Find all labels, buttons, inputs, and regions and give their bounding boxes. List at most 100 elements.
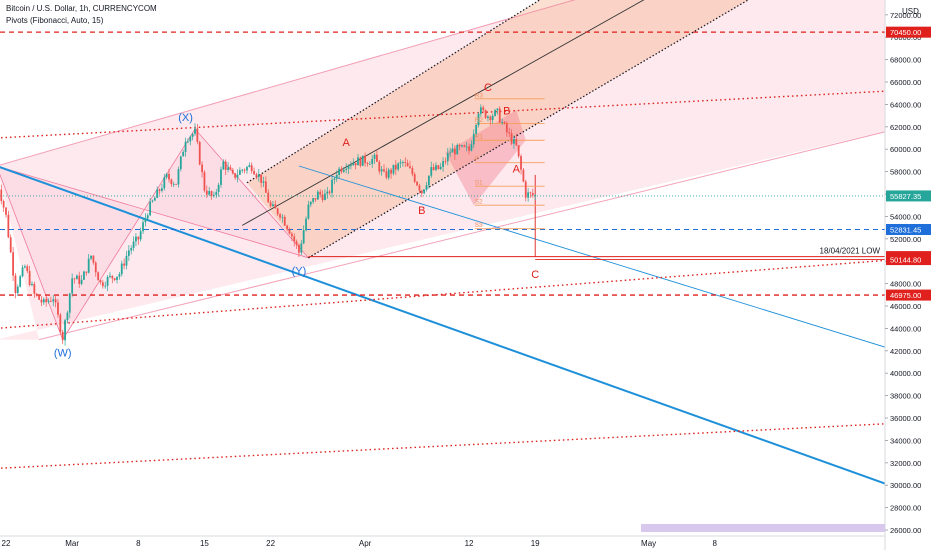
xtick-label-4: 22: [266, 539, 275, 548]
candle-body-143: [333, 178, 336, 180]
pivot-label-p: P: [475, 156, 479, 163]
candle-body-162: [378, 161, 381, 172]
candle-body-26: [57, 302, 59, 315]
candle-body-74: [170, 179, 173, 185]
price-tag-label-4: 50144.80: [890, 256, 921, 265]
ytick-label-8: 42000.00: [890, 347, 921, 356]
candle-body-142: [331, 179, 333, 193]
wave-label-red-3: B: [503, 105, 510, 117]
candle-body-49: [111, 275, 114, 279]
candle-body-137: [319, 191, 322, 195]
ytick-label-7: 40000.00: [890, 369, 921, 378]
candle-body-132: [307, 204, 310, 219]
candle-body-141: [328, 191, 331, 193]
ytick-label-5: 36000.00: [890, 414, 921, 423]
annotation-label: 18/04/2021 LOW: [820, 247, 881, 256]
candle-body-200: [468, 146, 470, 151]
candle-body-117: [272, 204, 274, 207]
orange-channel-fill: [247, 0, 749, 258]
candle-body-190: [444, 161, 447, 162]
candle-body-119: [276, 208, 279, 215]
candle-body-106: [246, 166, 248, 171]
candle-body-126: [293, 236, 296, 242]
candle-body-25: [54, 299, 57, 303]
wave-label-red-5: C: [531, 269, 539, 281]
candle-body-60: [137, 236, 140, 240]
candle-body-149: [347, 165, 350, 169]
candle-body-170: [397, 163, 400, 170]
abc-zone-fill: [445, 110, 526, 206]
xtick-label-1: Mar: [65, 539, 79, 548]
candle-body-146: [340, 168, 343, 172]
candle-body-64: [146, 215, 149, 219]
candle-body-216: [505, 123, 508, 133]
candle-body-103: [238, 170, 241, 175]
candle-body-48: [109, 275, 111, 277]
price-axis-bg: [885, 0, 932, 550]
candle-body-58: [132, 241, 135, 249]
ytick-label-11: 48000.00: [890, 280, 921, 289]
xtick-label-5: Apr: [359, 539, 372, 548]
candle-body-157: [366, 163, 369, 164]
candle-body-198: [463, 145, 466, 147]
candle-body-194: [453, 148, 456, 155]
candle-body-31: [68, 293, 71, 313]
candle-body-91: [210, 191, 213, 196]
candle-body-138: [321, 194, 324, 200]
ytick-label-22: 70000.00: [890, 33, 921, 42]
xtick-label-7: 19: [531, 539, 540, 548]
candle-body-161: [376, 154, 378, 162]
candle-body-145: [338, 168, 341, 175]
candle-body-84: [194, 128, 196, 134]
candle-body-139: [324, 193, 326, 200]
candle-body-108: [250, 165, 253, 172]
candle-body-175: [409, 166, 411, 169]
candle-body-124: [288, 229, 291, 234]
candle-body-12: [24, 266, 26, 268]
candle-body-77: [177, 169, 180, 185]
candle-body-57: [130, 248, 133, 251]
pivot-label-r3: R3: [475, 92, 484, 99]
pivot-label-s2: S2: [475, 199, 483, 206]
candle-body-78: [179, 156, 182, 170]
candle-body-100: [231, 169, 234, 174]
candle-body-164: [383, 169, 385, 172]
ytick-label-0: 26000.00: [890, 526, 921, 535]
candle-body-68: [156, 189, 159, 198]
candle-body-214: [501, 122, 504, 123]
xtick-label-8: May: [641, 539, 656, 548]
pivot-label-r1: R1: [475, 134, 484, 141]
outer-channel-top: [0, 0, 576, 166]
candle-body-187: [437, 165, 440, 169]
candle-body-88: [203, 172, 206, 191]
wave-label-red-0: A: [343, 137, 351, 149]
candle-body-203: [475, 125, 478, 134]
candle-body-76: [175, 183, 177, 185]
candle-body-172: [402, 162, 404, 163]
xtick-label-9: 8: [713, 539, 718, 548]
candle-body-92: [213, 194, 215, 196]
candle-body-140: [326, 191, 329, 194]
candle-body-131: [305, 218, 307, 231]
candle-body-166: [387, 169, 390, 178]
candle-body-125: [290, 233, 293, 237]
candle-body-50: [113, 278, 116, 280]
candle-body-188: [439, 166, 442, 169]
candle-body-79: [182, 151, 185, 157]
wave-label-blue-2: (Y): [292, 266, 307, 278]
xtick-label-0: 22: [2, 539, 11, 548]
candle-body-122: [283, 216, 286, 226]
candle-body-38: [85, 271, 88, 273]
candle-body-199: [465, 146, 468, 148]
orange-channel-median: [242, 0, 645, 226]
candle-body-183: [427, 175, 430, 186]
wave-label-red-2: C: [484, 82, 492, 94]
candle-body-134: [312, 198, 315, 202]
candle-body-171: [399, 162, 402, 164]
candle-body-3: [2, 201, 5, 208]
candle-body-133: [309, 201, 312, 205]
candle-body-110: [255, 174, 258, 177]
candle-body-72: [165, 173, 168, 178]
